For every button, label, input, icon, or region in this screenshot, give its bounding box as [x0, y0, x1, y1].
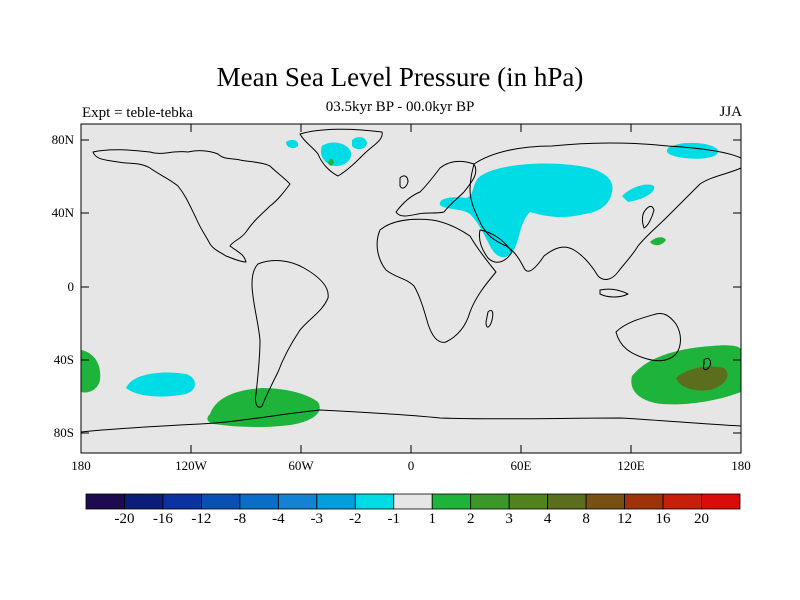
axis-ticks	[80, 124, 742, 453]
coastline-antarctica	[80, 409, 742, 433]
coastline-arabia	[479, 229, 513, 263]
colorbar-swatch	[470, 493, 510, 510]
coastline-indonesia	[599, 288, 629, 298]
colorbar-label: 2	[466, 511, 475, 527]
lon-tick-label: 180	[731, 458, 751, 473]
anomaly-region-greenland	[320, 142, 352, 166]
lon-tick-label: 180	[71, 458, 91, 473]
lon-tick-label: 60W	[288, 458, 314, 473]
colorbar-label: 3	[505, 511, 513, 527]
colorbar-swatch	[701, 493, 741, 510]
chart-title: Mean Sea Level Pressure (in hPa)	[216, 62, 584, 92]
coastline-uk	[399, 175, 409, 189]
colorbar-label: 16	[655, 511, 671, 527]
coastline-australia	[615, 313, 681, 362]
colorbar-label: -16	[152, 511, 173, 527]
colorbar-swatch	[508, 493, 549, 510]
coastline-europe	[395, 160, 477, 217]
anomaly-core-southern-ocean	[676, 366, 728, 391]
lat-tick-label: 40S	[53, 352, 74, 367]
colorbar-label: -3	[310, 511, 324, 527]
anomaly-region-drake-passage	[207, 388, 320, 427]
anomaly-region-canada	[286, 139, 299, 149]
anomaly-region-pacific-west	[650, 237, 666, 246]
coastline-greenland	[299, 128, 383, 177]
colorbar-swatch	[239, 493, 279, 510]
colorbar-swatch	[393, 493, 433, 510]
colorbar-label: 20	[694, 511, 710, 527]
coastline-madagascar	[485, 309, 494, 328]
colorbar-swatch	[162, 493, 202, 510]
lat-tick-label: 80N	[51, 132, 74, 147]
lon-tick-label: 0	[407, 458, 415, 473]
map-background	[81, 124, 741, 453]
anomaly-region-iceland	[352, 137, 367, 150]
colorbar-label: -2	[349, 511, 362, 527]
pressure-anomaly-fields	[81, 137, 741, 427]
coastline-south-america	[251, 260, 329, 408]
experiment-label: Expt = teble-tebka	[82, 105, 193, 121]
colorbar-swatch	[277, 493, 318, 510]
colorbar-label: 8	[582, 511, 590, 527]
colorbar-swatch	[662, 493, 702, 510]
lon-tick-label: 60E	[510, 458, 532, 473]
lat-tick-label: 0	[67, 279, 75, 294]
time-period-label: 03.5kyr BP - 00.0kyr BP	[325, 99, 475, 115]
lon-tick-label: 120W	[175, 458, 207, 473]
colorbar-label: -4	[272, 511, 285, 527]
coastline-japan	[642, 205, 655, 229]
coastline-asia	[469, 142, 742, 280]
colorbar-swatch	[354, 493, 395, 510]
anomaly-region-greenland-small	[328, 159, 334, 166]
colorbar-label: -8	[233, 511, 247, 527]
coastlines	[80, 128, 742, 433]
colorbar-swatch	[201, 493, 241, 510]
colorbar	[85, 493, 741, 510]
colorbar-label: -1	[387, 511, 401, 527]
anomaly-region-east-asia	[622, 184, 655, 202]
colorbar-swatch	[585, 493, 625, 510]
anomaly-region-southern-ocean-west	[81, 350, 101, 393]
lat-tick-label: 80S	[53, 425, 74, 440]
colorbar-label: -12	[191, 511, 212, 527]
lon-tick-label: 120E	[617, 458, 645, 473]
coastline-africa	[376, 218, 497, 343]
colorbar-label: 1	[428, 511, 436, 527]
lat-tick-label: 40N	[51, 205, 74, 220]
colorbar-swatch	[431, 493, 472, 510]
colorbar-swatch	[624, 493, 664, 510]
colorbar-label: 12	[617, 511, 633, 527]
colorbar-label: 4	[543, 511, 552, 527]
colorbar-label: -20	[114, 511, 135, 527]
season-label: JJA	[719, 104, 742, 120]
colorbar-swatch	[316, 493, 356, 510]
colorbar-swatch	[85, 493, 125, 510]
coastline-north-america	[92, 149, 291, 263]
colorbar-swatch	[124, 493, 164, 510]
anomaly-region-south-pacific	[126, 372, 195, 397]
colorbar-swatch	[547, 493, 587, 510]
anomaly-region-eurasia	[439, 163, 613, 258]
coastline-new-zealand	[703, 357, 711, 371]
